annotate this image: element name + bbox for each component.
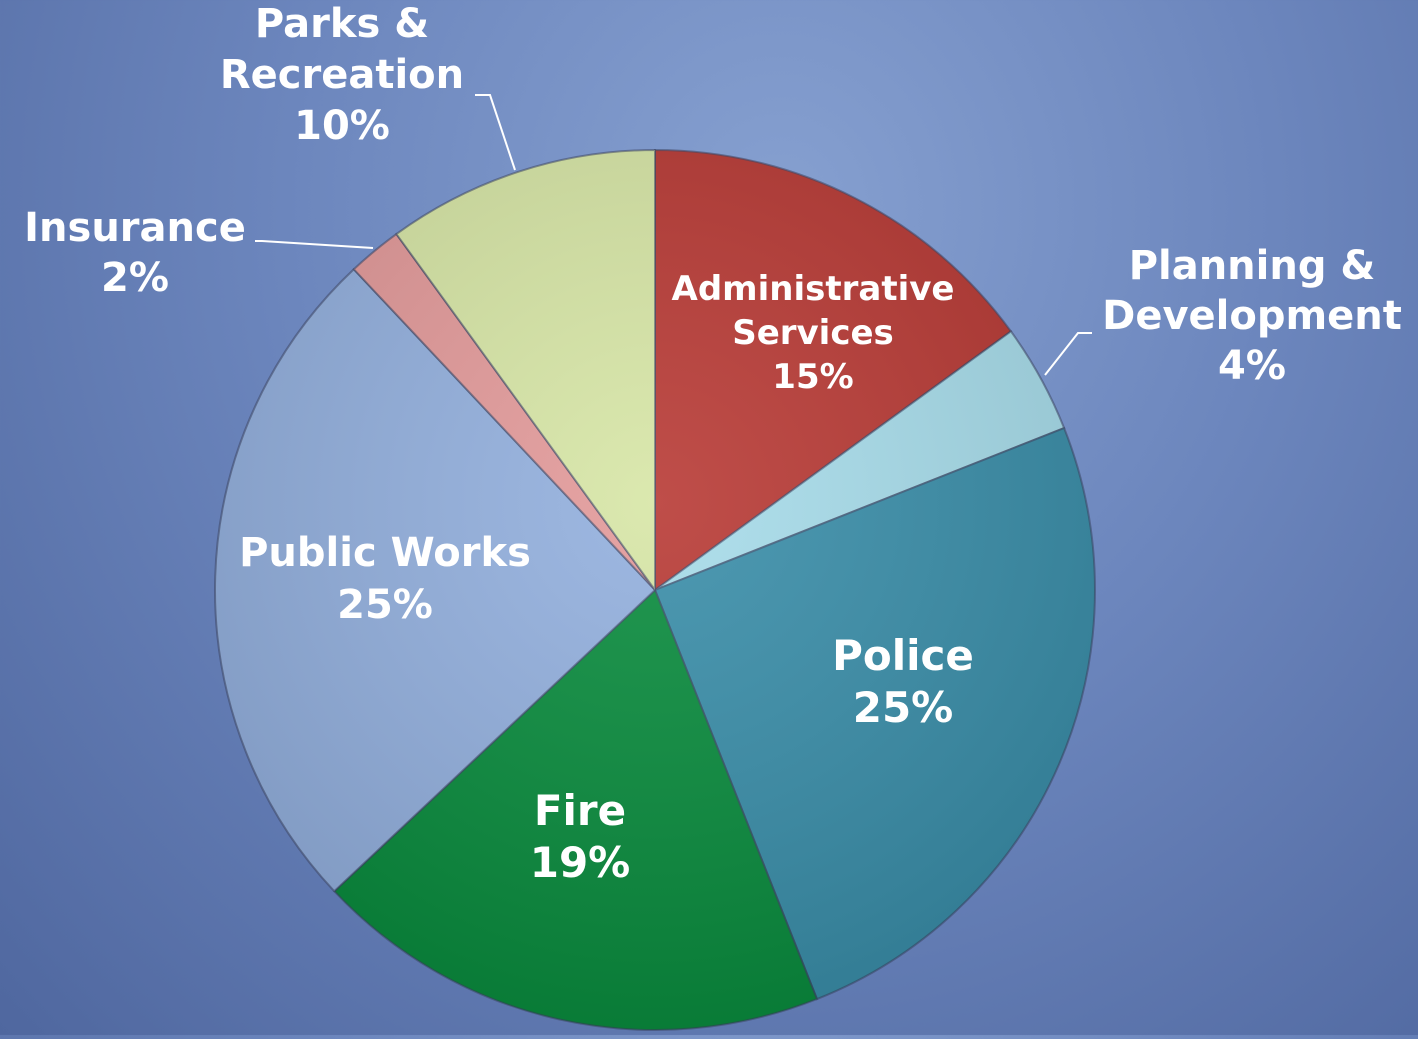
slice-name-line: Recreation (220, 52, 464, 98)
slice-label-fire: Fire 19% (530, 786, 631, 887)
slice-name-line: Public Works (239, 530, 531, 576)
slice-label-parks-and-recreation: Parks & Recreation 10% (220, 1, 464, 149)
slice-labels: Administrative Services 15% Planning & Devel… (24, 1, 1402, 887)
slice-percent: 10% (294, 103, 390, 149)
slice-label-administrative-services: Administrative Services 15% (672, 269, 955, 397)
slice-label-planning-and-development: Planning & Development 4% (1102, 243, 1402, 389)
slice-name-line: Administrative (672, 269, 955, 309)
slice-percent: 4% (1218, 343, 1286, 389)
slice-percent: 15% (772, 357, 853, 397)
slice-percent: 25% (853, 683, 954, 732)
slice-label-police: Police 25% (832, 631, 974, 732)
leader-line-planning-and-development (1044, 332, 1092, 376)
slice-name-line: Parks & (255, 1, 429, 47)
slice-name-line: Services (732, 313, 894, 353)
slice-percent: 2% (101, 255, 169, 301)
slice-name-line: Police (832, 631, 974, 680)
slice-name-line: Insurance (24, 205, 246, 251)
slice-name-line: Fire (534, 786, 626, 835)
slice-percent: 25% (337, 582, 433, 628)
slice-name-line: Planning & (1129, 243, 1376, 289)
leader-line-parks-and-recreation (475, 94, 516, 171)
slice-name-line: Development (1102, 293, 1402, 339)
leader-lines (255, 94, 1092, 376)
leader-line-insurance (255, 240, 374, 249)
slice-label-public-works: Public Works 25% (239, 530, 531, 628)
slice-percent: 19% (530, 838, 631, 887)
slice-label-insurance: Insurance 2% (24, 205, 246, 301)
